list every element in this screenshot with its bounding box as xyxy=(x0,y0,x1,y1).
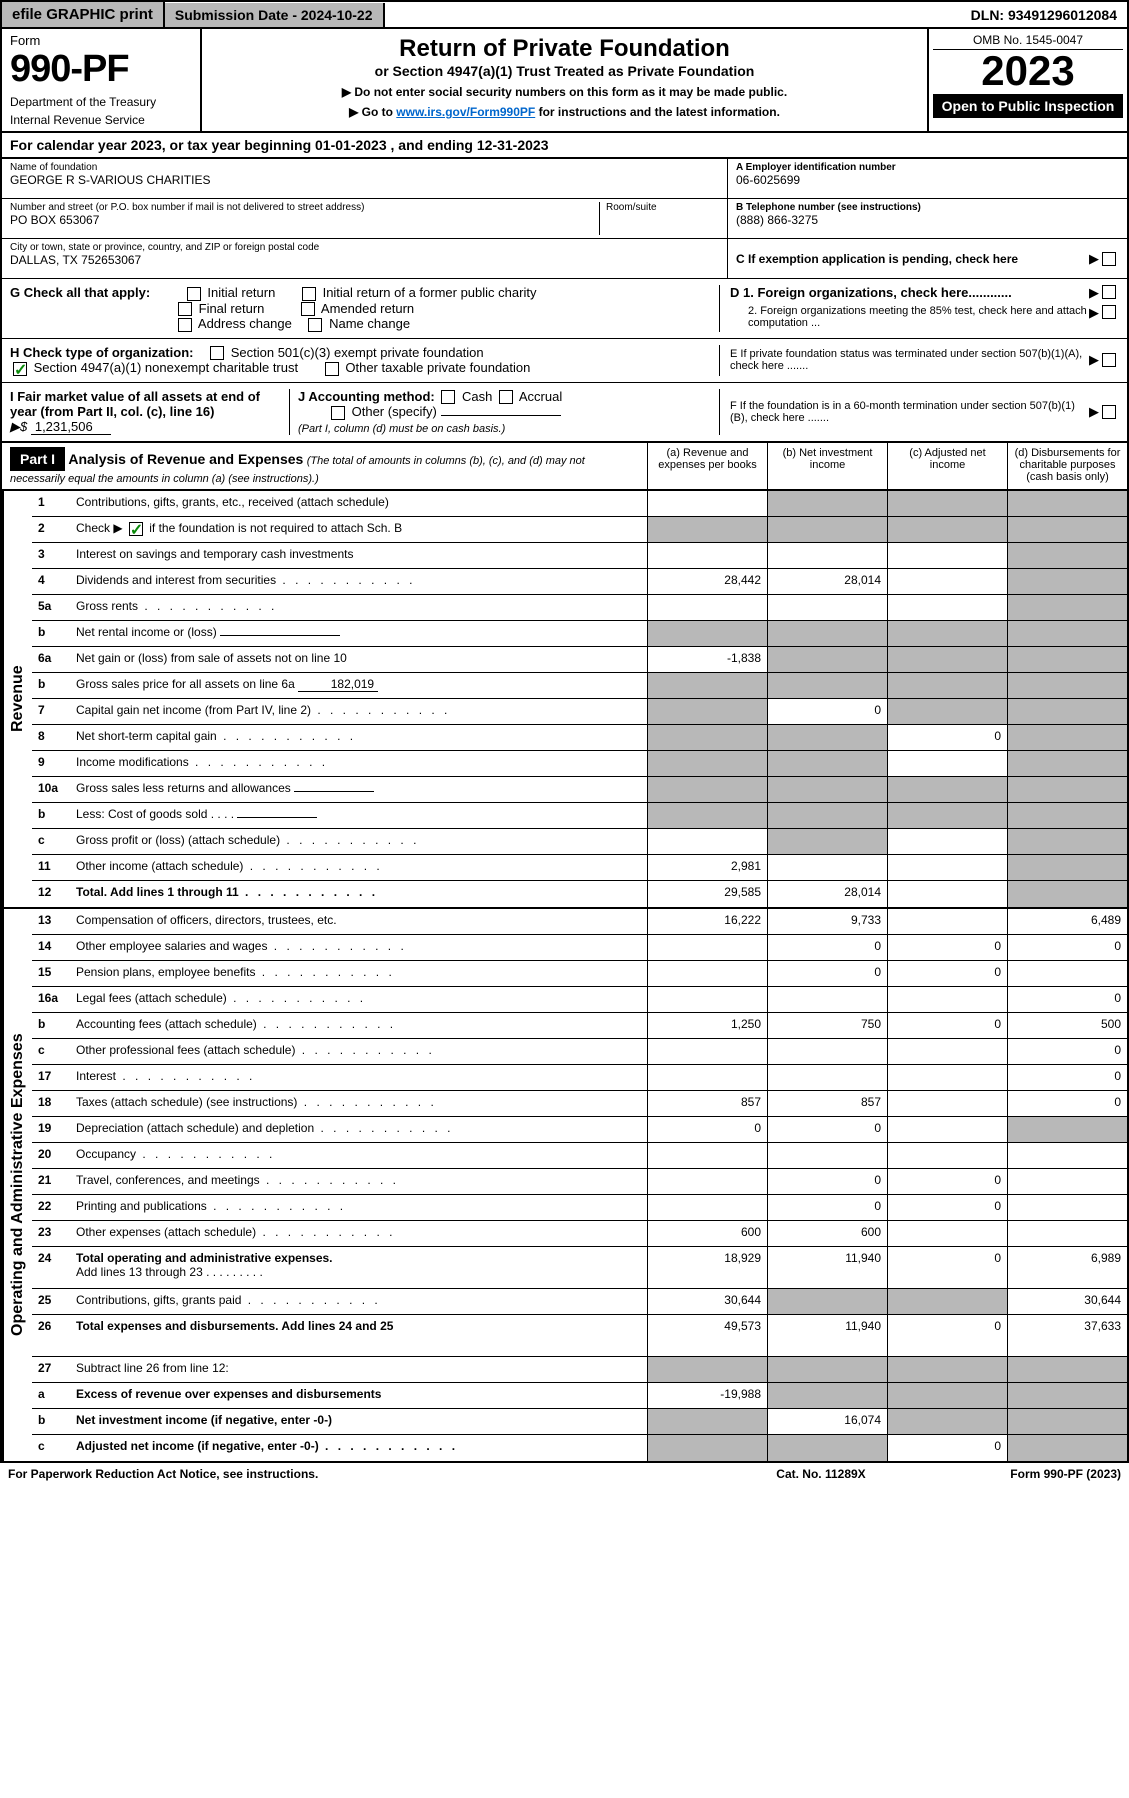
phone-row: B Telephone number (see instructions) (8… xyxy=(728,199,1127,239)
phone-value: (888) 866-3275 xyxy=(736,213,1119,227)
footer-notice: For Paperwork Reduction Act Notice, see … xyxy=(8,1467,721,1481)
f-checkbox[interactable] xyxy=(1102,405,1116,419)
part1-label: Part I xyxy=(10,447,65,471)
h-501c3-cb[interactable] xyxy=(210,346,224,360)
h-other-cb[interactable] xyxy=(325,362,339,376)
page-footer: For Paperwork Reduction Act Notice, see … xyxy=(0,1463,1129,1485)
side-expenses: Operating and Administrative Expenses xyxy=(2,909,32,1461)
note-link: ▶ Go to www.irs.gov/Form990PF for instru… xyxy=(212,105,917,119)
foundation-name: GEORGE R S-VARIOUS CHARITIES xyxy=(10,173,719,187)
side-revenue: Revenue xyxy=(2,491,32,907)
g-final-cb[interactable] xyxy=(178,302,192,316)
ein-row: A Employer identification number 06-6025… xyxy=(728,159,1127,199)
room-label: Room/suite xyxy=(606,202,719,213)
year-end: 12-31-2023 xyxy=(477,137,549,153)
tax-year: 2023 xyxy=(933,50,1123,92)
top-bar: efile GRAPHIC print Submission Date - 20… xyxy=(0,0,1129,29)
col-c-head: (c) Adjusted net income xyxy=(887,443,1007,489)
year-begin: 01-01-2023 xyxy=(315,137,387,153)
d-section: D 1. Foreign organizations, check here..… xyxy=(719,285,1119,332)
col-d-head: (d) Disbursements for charitable purpose… xyxy=(1007,443,1127,489)
j-accrual-cb[interactable] xyxy=(499,390,513,404)
f-section: F If the foundation is in a 60-month ter… xyxy=(719,389,1119,435)
form-title: Return of Private Foundation xyxy=(212,35,917,63)
g-name-cb[interactable] xyxy=(308,318,322,332)
col-a-head: (a) Revenue and expenses per books xyxy=(647,443,767,489)
d2-checkbox[interactable] xyxy=(1102,305,1116,319)
form-number: 990-PF xyxy=(10,48,192,91)
city-row: City or town, state or province, country… xyxy=(2,239,727,279)
name-row: Name of foundation GEORGE R S-VARIOUS CH… xyxy=(2,159,727,199)
footer-formid: Form 990-PF (2023) xyxy=(921,1467,1121,1481)
g-section: G Check all that apply: Initial return I… xyxy=(10,285,719,332)
foundation-address: PO BOX 653067 xyxy=(10,213,599,227)
d1-checkbox[interactable] xyxy=(1102,285,1116,299)
open-public-badge: Open to Public Inspection xyxy=(933,94,1123,118)
header-center: Return of Private Foundation or Section … xyxy=(202,29,927,131)
foundation-info: Name of foundation GEORGE R S-VARIOUS CH… xyxy=(0,159,1129,279)
c-checkbox[interactable] xyxy=(1102,252,1116,266)
efile-graphic: GRAPHIC xyxy=(46,6,115,23)
fmv-value: 1,231,506 xyxy=(31,419,111,435)
g-amended-cb[interactable] xyxy=(301,302,315,316)
note-ssn: ▶ Do not enter social security numbers o… xyxy=(212,85,917,99)
g-initial-cb[interactable] xyxy=(187,287,201,301)
header-right: OMB No. 1545-0047 2023 Open to Public In… xyxy=(927,29,1127,131)
ein-value: 06-6025699 xyxy=(736,173,1119,187)
form-label: Form xyxy=(10,33,192,48)
g-initial-former-cb[interactable] xyxy=(302,287,316,301)
part1-header: Part I Analysis of Revenue and Expenses … xyxy=(0,443,1129,491)
dept-treasury: Department of the Treasury xyxy=(10,95,192,109)
form-subtitle: or Section 4947(a)(1) Trust Treated as P… xyxy=(212,63,917,79)
h-4947-cb[interactable] xyxy=(13,362,27,376)
dln: DLN: 93491296012084 xyxy=(961,3,1127,27)
header-left: Form 990-PF Department of the Treasury I… xyxy=(2,29,202,131)
submission-date: Submission Date - 2024-10-22 xyxy=(165,3,385,27)
g-address-cb[interactable] xyxy=(178,318,192,332)
efile-prefix: efile xyxy=(12,6,42,23)
calendar-year-row: For calendar year 2023, or tax year begi… xyxy=(0,133,1129,159)
form-header: Form 990-PF Department of the Treasury I… xyxy=(0,29,1129,133)
schb-checkbox[interactable] xyxy=(129,522,143,536)
e-section: E If private foundation status was termi… xyxy=(719,345,1119,376)
h-section: H Check type of organization: Section 50… xyxy=(10,345,719,376)
j-cash-cb[interactable] xyxy=(441,390,455,404)
e-checkbox[interactable] xyxy=(1102,353,1116,367)
dept-irs: Internal Revenue Service xyxy=(10,113,192,127)
col-b-head: (b) Net investment income xyxy=(767,443,887,489)
efile-print[interactable]: print xyxy=(120,6,153,23)
c-row: C If exemption application is pending, c… xyxy=(728,239,1127,279)
revenue-table: Revenue 1Contributions, gifts, grants, e… xyxy=(0,491,1129,909)
irs-link[interactable]: www.irs.gov/Form990PF xyxy=(396,105,535,119)
checkbox-section: G Check all that apply: Initial return I… xyxy=(0,279,1129,443)
expenses-table: Operating and Administrative Expenses 13… xyxy=(0,909,1129,1463)
efile-block: efile GRAPHIC print xyxy=(2,2,165,27)
j-other-cb[interactable] xyxy=(331,406,345,420)
footer-catno: Cat. No. 11289X xyxy=(721,1467,921,1481)
address-row: Number and street (or P.O. box number if… xyxy=(2,199,727,239)
ij-section: I Fair market value of all assets at end… xyxy=(10,389,719,435)
foundation-city: DALLAS, TX 752653067 xyxy=(10,253,719,267)
